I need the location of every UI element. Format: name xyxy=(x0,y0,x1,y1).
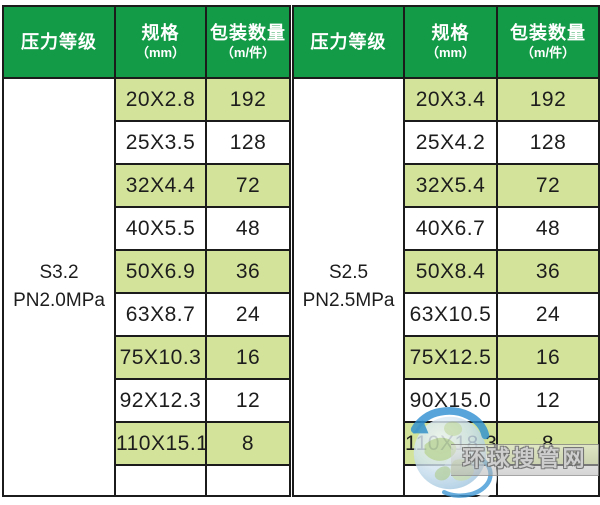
table-row: 63X8.7 24 xyxy=(3,292,291,337)
qty-cell: 36 xyxy=(496,249,600,294)
spec-cell: 20X2.8 xyxy=(114,77,207,122)
qty-cell: 24 xyxy=(496,292,600,337)
qty-cell: 16 xyxy=(496,335,600,380)
empty-cell xyxy=(114,464,207,497)
table-row: 50X6.9 36 xyxy=(3,249,291,294)
table-row: 25X4.2 128 xyxy=(293,120,600,165)
pressure-spec-table-right: 压力等级 规格 （mm） 包装数量 （m/件） S2.5 PN2.5MPa 20… xyxy=(292,5,600,497)
spec-cell: 32X4.4 xyxy=(114,163,207,208)
qty-cell: 128 xyxy=(496,120,600,165)
qty-cell: 72 xyxy=(205,163,291,208)
empty-cell xyxy=(205,464,291,497)
spec-cell: 20X3.4 xyxy=(403,77,498,122)
table-row: 92X12.3 12 xyxy=(3,378,291,423)
spec-cell: 90X15.0 xyxy=(403,378,498,423)
spec-cell: 40X5.5 xyxy=(114,206,207,251)
spec-cell: 110X18.3 xyxy=(403,421,498,466)
table-row: S3.2 PN2.0MPa 20X2.8 192 xyxy=(2,77,291,497)
table-row-empty xyxy=(3,464,291,497)
table-row: 50X8.4 36 xyxy=(293,249,600,294)
table-row: 63X10.5 24 xyxy=(293,292,600,337)
qty-cell: 192 xyxy=(205,77,291,122)
qty-cell: 24 xyxy=(205,292,291,337)
spec-cell: 25X3.5 xyxy=(114,120,207,165)
qty-cell: 192 xyxy=(496,77,600,122)
spec-cell: 25X4.2 xyxy=(403,120,498,165)
qty-cell: 48 xyxy=(496,206,600,251)
pressure-grade-cell: S3.2 PN2.0MPa xyxy=(2,77,116,497)
table-row: 40X5.5 48 xyxy=(3,206,291,251)
qty-cell: 8 xyxy=(205,421,291,466)
qty-cell: 128 xyxy=(205,120,291,165)
spec-cell: 75X12.5 xyxy=(403,335,498,380)
spec-cell: 40X6.7 xyxy=(403,206,498,251)
col-header-qty: 包装数量 （m/件） xyxy=(205,5,291,79)
pressure-spec-table-left: 压力等级 规格 （mm） 包装数量 （m/件） S3.2 PN2.0MPa 20… xyxy=(2,5,291,497)
table-row: 32X4.4 72 xyxy=(3,163,291,208)
qty-cell: 72 xyxy=(496,163,600,208)
empty-cell xyxy=(403,464,498,497)
col-header-pressure: 压力等级 xyxy=(2,5,116,79)
col-header-pressure-label: 压力等级 xyxy=(310,31,387,52)
table-row: S2.5 PN2.5MPa 20X3.4 192 xyxy=(292,77,600,497)
spec-cell: 75X10.3 xyxy=(114,335,207,380)
qty-cell: 48 xyxy=(205,206,291,251)
spec-cell: 92X12.3 xyxy=(114,378,207,423)
spec-cell: 50X6.9 xyxy=(114,249,207,294)
table-row: 32X5.4 72 xyxy=(293,163,600,208)
spec-cell: 63X8.7 xyxy=(114,292,207,337)
qty-cell: 12 xyxy=(205,378,291,423)
qty-cell: 36 xyxy=(205,249,291,294)
spec-cell: 110X15.1 xyxy=(114,421,207,466)
col-header-spec: 规格 （mm） xyxy=(114,5,207,79)
table-row: 25X3.5 128 xyxy=(3,120,291,165)
spec-cell: 63X10.5 xyxy=(403,292,498,337)
pressure-grade-cell: S2.5 PN2.5MPa xyxy=(292,77,405,497)
col-header-pressure-label: 压力等级 xyxy=(21,31,97,52)
table-row: 110X15.1 8 xyxy=(3,421,291,466)
table-row: 75X12.5 16 xyxy=(293,335,600,380)
qty-cell: 16 xyxy=(205,335,291,380)
table-row: 40X6.7 48 xyxy=(293,206,600,251)
col-header-qty: 包装数量 （m/件） xyxy=(496,5,600,79)
spec-cell: 50X8.4 xyxy=(403,249,498,294)
col-header-spec: 规格 （mm） xyxy=(403,5,498,79)
qty-cell: 8 xyxy=(496,421,600,466)
empty-cell xyxy=(496,464,600,497)
spec-cell: 32X5.4 xyxy=(403,163,498,208)
col-header-pressure: 压力等级 xyxy=(292,5,405,79)
table-row: 75X10.3 16 xyxy=(3,335,291,380)
qty-cell: 12 xyxy=(496,378,600,423)
